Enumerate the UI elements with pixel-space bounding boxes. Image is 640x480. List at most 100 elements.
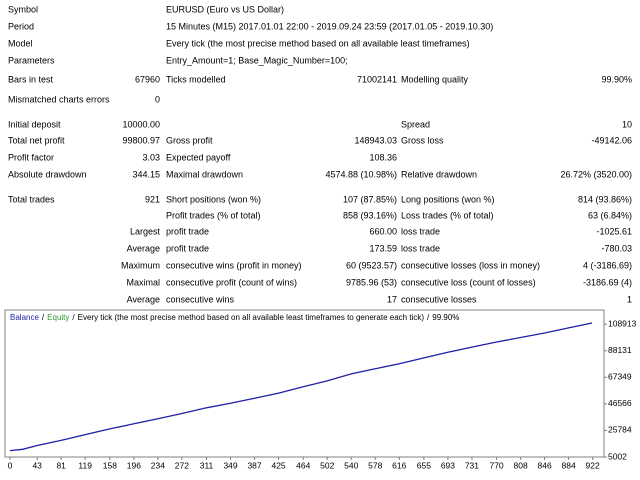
stat-value: 344.15 <box>132 169 160 179</box>
stat-label: Profit trades (% of total) <box>166 210 261 220</box>
x-tick-label: 234 <box>151 460 165 470</box>
x-tick-label: 158 <box>103 460 117 470</box>
stat-label: Spread <box>401 119 430 129</box>
field-label: Period <box>8 21 34 31</box>
x-tick-label: 272 <box>175 460 189 470</box>
stat-value: Average <box>127 243 160 253</box>
stat-label: Total trades <box>8 194 55 204</box>
stat-value: 921 <box>145 194 160 204</box>
x-tick-label: 119 <box>78 460 92 470</box>
stat-label: Gross profit <box>166 135 213 145</box>
field-value: Every tick (the most precise method base… <box>166 38 470 48</box>
x-tick-label: 540 <box>344 460 358 470</box>
stat-label: Initial deposit <box>8 119 61 129</box>
field-value: EURUSD (Euro vs US Dollar) <box>166 4 284 14</box>
stat-value: 4 (-3186.69) <box>583 260 632 270</box>
stat-value: 173.59 <box>369 243 397 253</box>
x-tick-label: 922 <box>586 460 600 470</box>
stat-value: 17 <box>387 294 397 304</box>
stat-value: 107 (87.85%) <box>343 194 397 204</box>
stat-value: Average <box>127 294 160 304</box>
stat-value: 99800.97 <box>122 135 160 145</box>
stat-value: 148943.03 <box>354 135 397 145</box>
x-tick-label: 425 <box>271 460 285 470</box>
stat-label: Profit factor <box>8 152 54 162</box>
y-tick-label: 88131 <box>608 345 632 355</box>
y-tick-label: 108913 <box>608 318 637 328</box>
x-tick-label: 43 <box>32 460 42 470</box>
field-label: Parameters <box>8 55 55 65</box>
stat-value: Maximal <box>126 277 160 287</box>
x-tick-label: 578 <box>368 460 382 470</box>
field-value: Entry_Amount=1; Base_Magic_Number=100; <box>166 55 348 65</box>
x-tick-label: 387 <box>247 460 261 470</box>
x-tick-label: 731 <box>465 460 479 470</box>
stat-value: Maximum <box>121 260 160 270</box>
stat-value: -780.03 <box>601 243 632 253</box>
legend-entry: Every tick (the most precise method base… <box>78 313 425 322</box>
stat-label: consecutive loss (count of losses) <box>401 277 536 287</box>
x-tick-label: 770 <box>489 460 503 470</box>
chart-legend: Balance / Equity / Every tick (the most prec… <box>10 313 459 322</box>
stat-label: Mismatched charts errors <box>8 94 110 104</box>
stat-label: Relative drawdown <box>401 169 477 179</box>
stat-label: Long positions (won %) <box>401 194 495 204</box>
stat-label: Bars in test <box>8 74 54 84</box>
stat-value: 10 <box>622 119 632 129</box>
stat-value: 0 <box>155 94 160 104</box>
x-tick-label: 846 <box>538 460 552 470</box>
legend-entry: 99.90% <box>432 313 459 322</box>
stat-label: consecutive wins (profit in money) <box>166 260 302 270</box>
stat-label: Short positions (won %) <box>166 194 261 204</box>
x-tick-label: 616 <box>392 460 406 470</box>
field-value: 15 Minutes (M15) 2017.01.01 22:00 - 2019… <box>166 21 493 31</box>
stat-value: 4574.88 (10.98%) <box>325 169 397 179</box>
stat-value: -3186.69 (4) <box>583 277 632 287</box>
stat-label: Ticks modelled <box>166 74 226 84</box>
stat-label: consecutive profit (count of wins) <box>166 277 297 287</box>
stat-label: loss trade <box>401 243 440 253</box>
x-tick-label: 311 <box>200 460 214 470</box>
x-tick-label: 196 <box>127 460 141 470</box>
stat-label: consecutive wins <box>166 294 235 304</box>
stat-value: 99.90% <box>601 74 632 84</box>
balance-line <box>9 322 593 452</box>
legend-separator: / <box>427 313 430 322</box>
stat-value: 63 (6.84%) <box>588 210 632 220</box>
x-tick-label: 0 <box>8 460 13 470</box>
stat-value: -49142.06 <box>591 135 632 145</box>
stat-label: Total net profit <box>8 135 65 145</box>
x-tick-label: 884 <box>562 460 576 470</box>
chart-frame <box>4 309 605 458</box>
x-tick-label: 349 <box>223 460 237 470</box>
stat-value: -1025.61 <box>596 226 632 236</box>
stat-value: 60 (9523.57) <box>346 260 397 270</box>
y-tick-label: 67349 <box>608 372 632 382</box>
stat-value: 814 (93.86%) <box>578 194 632 204</box>
stat-label: Maximal drawdown <box>166 169 243 179</box>
stat-label: Absolute drawdown <box>8 169 87 179</box>
x-tick-label: 81 <box>56 460 66 470</box>
stat-label: Expected payoff <box>166 152 231 162</box>
x-tick-label: 808 <box>513 460 527 470</box>
stat-value: 67960 <box>135 74 160 84</box>
stat-value: 660.00 <box>369 226 397 236</box>
stat-label: profit trade <box>166 243 209 253</box>
stat-value: 3.03 <box>142 152 160 162</box>
stat-value: 26.72% (3520.00) <box>560 169 632 179</box>
x-tick-label: 693 <box>441 460 455 470</box>
stat-label: consecutive losses <box>401 294 477 304</box>
y-tick-label: 5002 <box>608 451 627 461</box>
stat-value: 858 (93.16%) <box>343 210 397 220</box>
legend-separator: / <box>42 313 45 322</box>
stat-value: 1 <box>627 294 632 304</box>
legend-entry: Balance <box>10 313 39 322</box>
stat-label: loss trade <box>401 226 440 236</box>
x-tick-label: 502 <box>320 460 334 470</box>
x-tick-label: 464 <box>296 460 310 470</box>
stat-value: 108.36 <box>369 152 397 162</box>
stat-value: 9785.96 (53) <box>346 277 397 287</box>
stat-label: Modelling quality <box>401 74 469 84</box>
